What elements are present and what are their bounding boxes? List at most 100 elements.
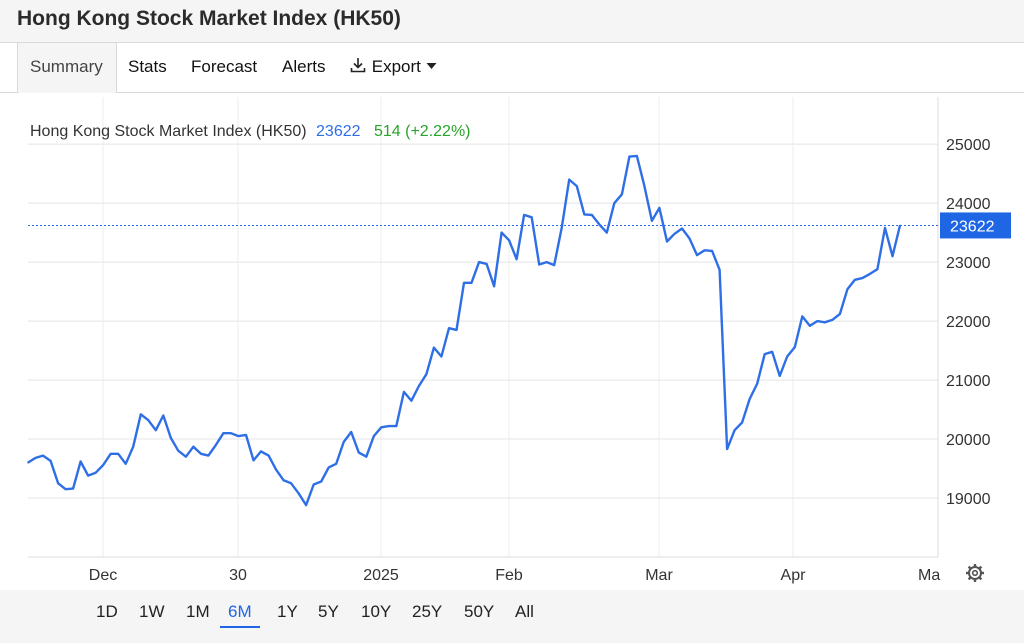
data-point [312, 483, 315, 486]
range-6m-button[interactable]: 6M [220, 602, 260, 628]
data-point [846, 288, 849, 291]
data-point [342, 441, 345, 443]
data-point [102, 464, 104, 466]
data-point [899, 224, 901, 227]
data-point [403, 391, 405, 393]
data-point [335, 463, 338, 465]
data-point [756, 382, 758, 385]
tab-alerts[interactable]: Alerts [282, 43, 325, 93]
data-point [688, 237, 691, 240]
range-10y-button[interactable]: 10Y [361, 602, 392, 621]
data-point [425, 373, 428, 376]
data-point [651, 220, 653, 222]
data-point [621, 193, 623, 196]
data-point [155, 429, 157, 432]
data-point [816, 320, 819, 322]
y-axis-ticks: 19000 20000 21000 22000 23000 24000 25000 [946, 137, 991, 508]
page-title: Hong Kong Stock Market Index (HK50) [17, 7, 401, 30]
data-point [410, 399, 413, 402]
export-menu-button[interactable]: Export [349, 43, 437, 93]
x-axis-ticks: Dec 30 2025 Feb Mar Apr Ma [89, 567, 941, 584]
data-point [673, 233, 676, 235]
data-point [297, 492, 300, 495]
data-point [147, 419, 150, 422]
range-1m-button[interactable]: 1M [186, 602, 210, 621]
data-point [733, 429, 736, 432]
x-tick-label: 30 [229, 567, 247, 584]
data-point [771, 351, 773, 353]
data-point [643, 185, 646, 187]
data-point [613, 202, 616, 204]
data-point [726, 448, 728, 450]
data-point [380, 426, 383, 429]
data-point [493, 285, 495, 288]
range-all-button[interactable]: All [515, 602, 534, 621]
range-5y-button[interactable]: 5Y [318, 602, 339, 621]
y-tick-label: 24000 [946, 196, 991, 213]
data-point [72, 487, 74, 490]
data-point [365, 455, 368, 458]
data-point [560, 227, 563, 229]
data-point [831, 319, 834, 321]
data-point [207, 454, 210, 457]
range-1y-button[interactable]: 1Y [277, 602, 298, 621]
range-50y-button[interactable]: 50Y [464, 602, 495, 621]
data-point [230, 432, 232, 435]
data-point [440, 355, 443, 358]
current-price-text: 23622 [950, 218, 995, 235]
x-tick-label: Mar [645, 567, 673, 584]
data-point [703, 249, 706, 252]
y-tick-label: 21000 [946, 373, 991, 390]
data-point [192, 445, 195, 448]
data-point [433, 346, 435, 349]
x-tick-label: 2025 [363, 567, 399, 584]
data-point [305, 504, 307, 506]
data-point [463, 282, 465, 284]
tab-bar: Summary Stats Forecast Alerts Export [0, 43, 1024, 93]
tab-summary-label: Summary [30, 57, 103, 76]
range-1w-button[interactable]: 1W [139, 602, 165, 621]
chart-area: 19000 20000 21000 22000 23000 24000 25000 Dec 3… [0, 93, 1024, 590]
data-point [140, 413, 142, 416]
data-point [636, 155, 638, 157]
price-chart[interactable]: 19000 20000 21000 22000 23000 24000 25000 Dec 3… [0, 93, 1024, 590]
data-point [162, 414, 165, 417]
data-point [658, 207, 661, 209]
data-point [57, 482, 59, 485]
data-point [869, 273, 871, 275]
data-point [718, 269, 721, 271]
legend-series-name: Hong Kong Stock Market Index (HK50) [30, 123, 307, 140]
data-point [778, 375, 781, 377]
data-point [786, 355, 788, 358]
data-point [94, 471, 97, 474]
data-point [583, 213, 586, 216]
data-point [448, 327, 450, 329]
data-point [215, 444, 217, 446]
data-point [530, 216, 533, 219]
data-point [388, 425, 390, 427]
range-25y-button[interactable]: 25Y [412, 602, 443, 621]
tab-stats[interactable]: Stats [128, 43, 167, 93]
tab-summary[interactable]: Summary [17, 43, 117, 93]
range-1d-button[interactable]: 1D [96, 602, 118, 621]
tab-forecast[interactable]: Forecast [191, 43, 257, 93]
data-point [252, 459, 255, 462]
caret-down-icon [426, 63, 437, 69]
data-point [538, 263, 540, 266]
data-point [666, 240, 668, 243]
data-point [350, 431, 353, 433]
data-point [117, 453, 119, 455]
data-point [418, 385, 420, 387]
data-point [485, 263, 488, 265]
data-point [64, 488, 67, 491]
series-line [27, 154, 902, 507]
download-icon [350, 58, 366, 73]
settings-gear-icon[interactable] [966, 564, 984, 582]
data-point [124, 463, 127, 465]
data-point [854, 279, 856, 281]
data-point [327, 466, 330, 469]
data-point [576, 185, 578, 187]
x-tick-label: Ma [918, 567, 940, 584]
y-tick-label: 22000 [946, 314, 991, 331]
data-point [245, 434, 247, 436]
